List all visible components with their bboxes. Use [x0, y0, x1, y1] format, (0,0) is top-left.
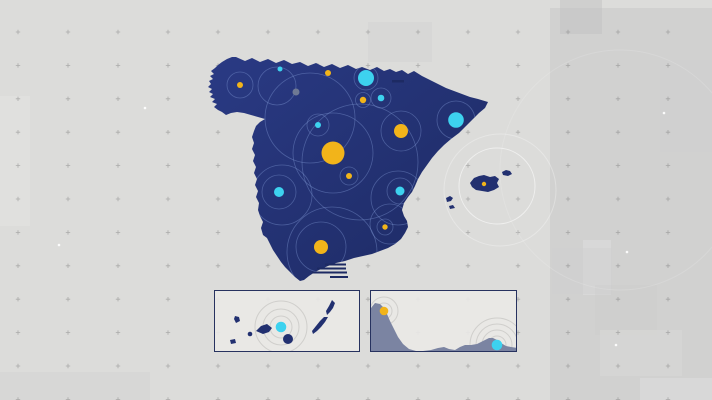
city-marker-yellow — [394, 124, 408, 138]
north-africa-coast-inset-canvas — [371, 296, 516, 351]
background-sparkle-dot — [57, 243, 61, 247]
city-marker-cyan — [275, 321, 287, 333]
radar-ring — [370, 87, 392, 109]
south-coast-bar — [312, 271, 347, 274]
city-marker-yellow — [481, 181, 487, 187]
radar-ring — [355, 92, 371, 108]
el-hierro-island-shape — [230, 339, 236, 344]
south-coast-bar — [317, 267, 346, 270]
tenerife-island-shape — [256, 324, 272, 334]
background-block — [595, 285, 657, 335]
inset-ring — [254, 300, 308, 351]
radar-ring — [292, 112, 374, 194]
city-marker-yellow — [314, 240, 328, 254]
background-block — [368, 22, 432, 62]
background-sparkle-dot — [614, 343, 618, 347]
background-block — [600, 330, 682, 376]
background-block — [660, 60, 712, 152]
coast-dash — [392, 80, 404, 83]
radar-ring — [380, 110, 422, 152]
radar-ring — [286, 206, 378, 281]
city-marker-cyan — [377, 94, 385, 102]
radar-ring — [339, 166, 359, 186]
la-gomera-island-shape — [247, 331, 253, 337]
spain-mainland-shape — [208, 57, 488, 281]
radar-ring — [261, 174, 297, 210]
background-sparkle-dot — [662, 111, 666, 115]
radar-ring — [376, 218, 394, 236]
lanzarote-island-shape — [326, 300, 335, 315]
background-block — [560, 0, 602, 34]
city-marker-yellow — [325, 70, 331, 76]
city-marker-yellow — [346, 173, 352, 179]
background-sparkle-dot — [143, 106, 147, 110]
background-block — [552, 248, 612, 294]
background-ring — [443, 133, 557, 247]
ibiza-island-shape — [446, 196, 453, 202]
fuerteventura-island-shape — [312, 317, 328, 334]
north-africa-coast-inset — [370, 290, 517, 352]
radar-ring — [301, 103, 419, 221]
city-marker-yellow — [321, 141, 345, 165]
background-ring — [458, 147, 536, 225]
city-marker-cyan — [448, 112, 464, 128]
city-marker-cyan — [274, 187, 284, 197]
radar-ring — [306, 113, 330, 137]
gran-canaria-island-shape — [283, 334, 293, 344]
radar-rings-group — [226, 65, 476, 281]
city-marker-yellow — [237, 82, 243, 88]
south-coast-bar — [325, 263, 346, 266]
background-block — [0, 372, 150, 400]
city-marker-gray — [292, 88, 300, 96]
city-marker-cyan — [315, 122, 321, 128]
canary-islands-inset-canvas — [230, 300, 335, 351]
city-marker-cyan — [277, 66, 283, 72]
radar-ring — [264, 72, 356, 164]
city-marker-cyan — [491, 339, 503, 351]
background-sparkle-dot — [625, 250, 629, 254]
la-palma-island-shape — [234, 316, 240, 323]
menorca-island-shape — [502, 170, 512, 176]
canary-islands-inset — [214, 290, 360, 352]
background-block — [0, 96, 30, 226]
city-marker-yellow — [379, 306, 389, 316]
background-block — [640, 378, 712, 400]
south-coast-bar — [330, 276, 348, 278]
radar-ring — [257, 66, 297, 106]
city-marker-cyan — [358, 70, 374, 86]
background-ring — [499, 49, 712, 291]
formentera-island-shape — [449, 205, 455, 209]
city-marker-yellow — [359, 96, 367, 104]
city-marker-yellow — [382, 224, 388, 230]
city-marker-cyan — [395, 186, 405, 196]
radar-ring — [226, 71, 254, 99]
